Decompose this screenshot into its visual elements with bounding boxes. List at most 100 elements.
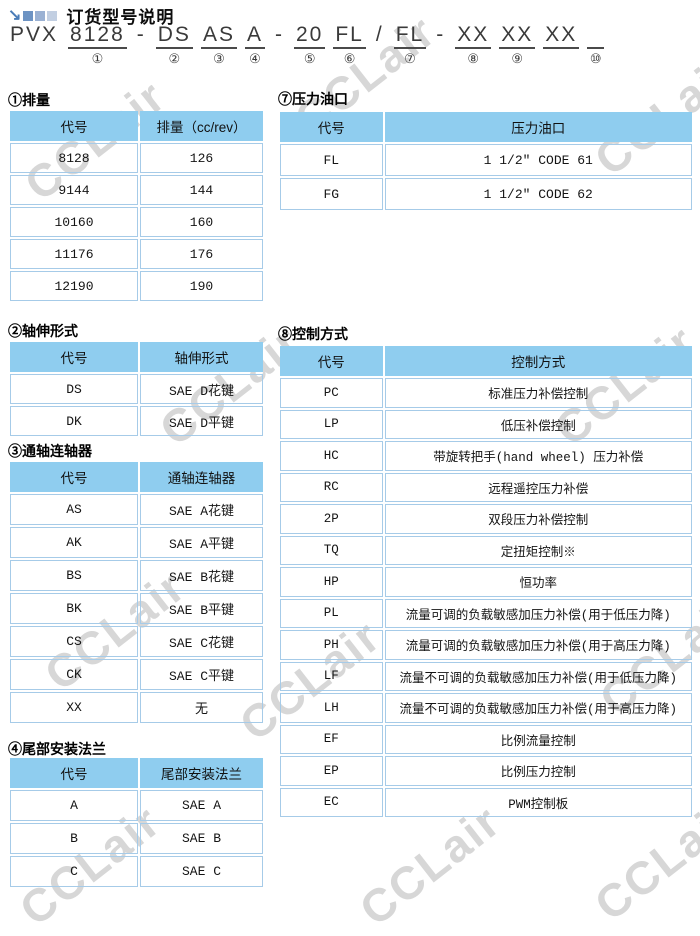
model-segment-number: ⑥: [343, 51, 356, 66]
table-header-row: 代号 控制方式: [280, 346, 692, 376]
model-segment: /: [374, 23, 386, 64]
model-segment: 20 ⑤: [293, 23, 326, 66]
model-segment: -: [135, 23, 148, 64]
value-cell: SAE C花键: [140, 626, 263, 657]
model-segment: A ④: [244, 23, 265, 66]
table-row: DK SAE D平键: [10, 406, 263, 436]
value-cell: SAE B平键: [140, 593, 263, 624]
section-title-flange: ④尾部安装法兰: [8, 741, 106, 757]
model-segment-text: -: [436, 23, 446, 46]
table-row: CS SAE C花键: [10, 626, 263, 657]
value-cell: SAE A花键: [140, 494, 263, 525]
value-cell: SAE D花键: [140, 374, 263, 404]
section-title-shaft: ②轴伸形式: [8, 323, 78, 339]
code-cell: HP: [280, 567, 383, 597]
code-cell: 8128: [10, 143, 138, 173]
code-cell: DK: [10, 406, 138, 436]
value-cell: SAE C平键: [140, 659, 263, 690]
table-row: PC 标准压力补偿控制: [280, 378, 692, 408]
value-cell: 双段压力补偿控制: [384, 504, 692, 534]
table-row: EC PWM控制板: [280, 787, 692, 817]
code-cell: EP: [280, 756, 383, 786]
value-cell: 定扭矩控制※: [384, 535, 692, 565]
value-cell: 流量可调的负载敏感加压力补偿(用于低压力降): [384, 598, 692, 628]
column-header-value: 控制方式: [384, 346, 692, 376]
table-row: PL 流量可调的负载敏感加压力补偿(用于低压力降): [280, 598, 692, 628]
model-segment-text: [587, 23, 605, 49]
column-header-value: 压力油口: [384, 112, 692, 142]
section-title-port: ⑦压力油口: [278, 91, 348, 107]
value-cell: SAE A平键: [140, 527, 263, 558]
code-cell: HC: [280, 441, 383, 471]
model-segment-number: ③: [213, 51, 225, 66]
value-cell: 流量可调的负载敏感加压力补偿(用于高压力降): [384, 630, 692, 660]
flange-table: 代号 尾部安装法兰 A SAE A B SAE B C SAE C: [8, 756, 265, 889]
model-segment-text: FL: [393, 23, 427, 49]
column-header-code: 代号: [280, 112, 383, 142]
value-cell: 144: [140, 175, 263, 205]
model-segment: DS ②: [155, 23, 193, 66]
table-row: 8128 126: [10, 143, 263, 173]
code-cell: LF: [280, 661, 383, 691]
table-row: BK SAE B平键: [10, 593, 263, 624]
model-segment-number: ⑤: [303, 51, 316, 66]
value-cell: 无: [140, 692, 263, 723]
value-cell: 176: [140, 239, 263, 269]
column-header-code: 代号: [280, 346, 383, 376]
table-row: A SAE A: [10, 790, 263, 821]
value-cell: 1 1/2″ CODE 61: [384, 144, 692, 176]
value-cell: 带旋转把手(hand wheel) 压力补偿: [384, 441, 692, 471]
value-cell: 160: [140, 207, 263, 237]
table-row: LH 流量不可调的负载敏感加压力补偿(用于高压力降): [280, 693, 692, 723]
column-header-code: 代号: [10, 462, 138, 492]
code-cell: BK: [10, 593, 138, 624]
model-segment-number: ②: [168, 51, 181, 66]
code-cell: A: [10, 790, 138, 821]
value-cell: 190: [140, 271, 263, 301]
code-cell: C: [10, 856, 138, 887]
code-cell: B: [10, 823, 138, 854]
model-segment: PVX: [8, 23, 60, 64]
model-segment-text: /: [375, 23, 384, 46]
value-cell: 比例流量控制: [384, 724, 692, 754]
table-header-row: 代号 压力油口: [280, 112, 692, 142]
column-header-code: 代号: [10, 342, 138, 372]
code-cell: LP: [280, 409, 383, 439]
model-segment: XX: [543, 23, 580, 66]
model-segment-text: 20: [293, 23, 326, 49]
code-cell: 9144: [10, 175, 138, 205]
model-segment-text: FL: [333, 23, 366, 49]
model-segment-text: XX: [543, 23, 580, 49]
code-cell: TQ: [280, 535, 383, 565]
value-cell: SAE B花键: [140, 560, 263, 591]
model-segment: ⑩: [587, 23, 605, 66]
table-row: B SAE B: [10, 823, 263, 854]
column-header-value: 尾部安装法兰: [140, 758, 263, 788]
order-model-page: ↘ 订货型号说明 PVX 8128 ① - DS: [8, 7, 692, 889]
code-cell: EF: [280, 724, 383, 754]
table-row: 10160 160: [10, 207, 263, 237]
section-title-displacement: ①排量: [8, 92, 50, 108]
column-header-code: 代号: [10, 111, 138, 141]
code-cell: PL: [280, 598, 383, 628]
table-header-row: 代号 尾部安装法兰: [10, 758, 263, 788]
model-segment-number: ①: [91, 51, 104, 66]
model-segment-text: A: [244, 23, 265, 49]
code-cell: FG: [280, 178, 383, 210]
code-cell: XX: [10, 692, 138, 723]
model-segment-number: ⑩: [589, 51, 602, 66]
logo-square-icon: [47, 10, 58, 21]
table-header-row: 代号 排量（cc/rev）: [10, 111, 263, 141]
model-segment-text: PVX: [10, 23, 59, 46]
value-cell: SAE C: [140, 856, 263, 887]
table-header-row: 代号 轴伸形式: [10, 342, 263, 372]
code-cell: EC: [280, 787, 383, 817]
model-segment-text: DS: [155, 23, 193, 49]
model-segment: -: [434, 23, 447, 64]
model-segment: FL ⑦: [393, 23, 427, 66]
table-row: AK SAE A平键: [10, 527, 263, 558]
column-header-value: 通轴连轴器: [140, 462, 263, 492]
table-row: 12190 190: [10, 271, 263, 301]
column-header-value: 轴伸形式: [140, 342, 263, 372]
model-segment: XX ⑨: [499, 23, 536, 66]
